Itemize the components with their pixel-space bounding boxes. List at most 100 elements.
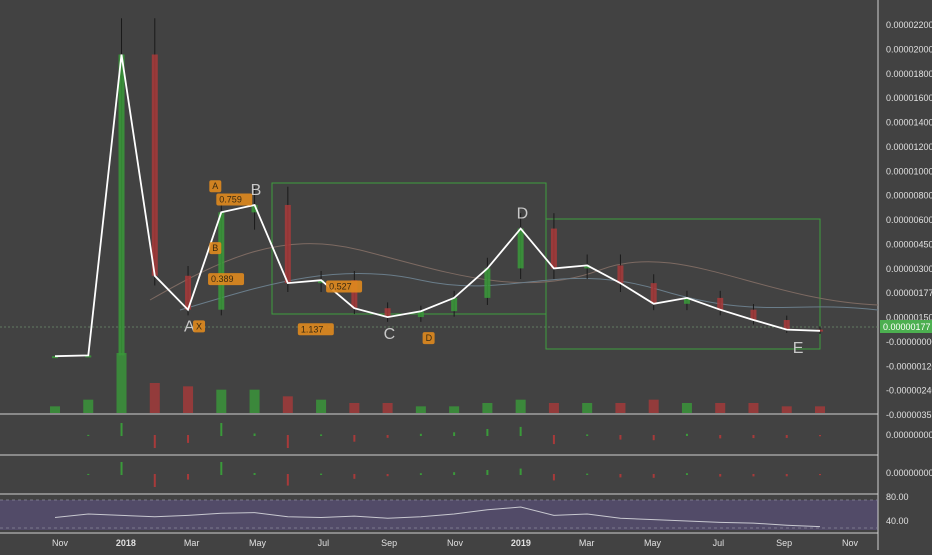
candle-body [417,311,424,318]
volume-bar [648,399,659,413]
candle-body [484,268,491,298]
macd-bar [652,435,655,441]
candle-body [218,212,225,310]
price-axis-label: 0.00000150 [886,313,932,323]
price-axis-label: 0.00000800 [886,191,932,201]
time-axis-label: Nov [52,538,69,548]
macd-bar [286,435,289,448]
candle-body [550,228,557,269]
volume-bar [83,399,94,413]
volume-bar [183,386,194,413]
macd-bar [453,432,456,436]
signal-bar [320,473,323,475]
volume-bar [449,406,460,413]
fib-tag [209,180,222,193]
time-axis-label: Nov [447,538,464,548]
time-axis-label: Mar [579,538,595,548]
fib-tag [216,193,253,206]
candle-body [650,283,657,304]
signal-bar [552,474,555,481]
macd-bar [353,435,356,442]
volume-bar [615,403,626,413]
volume-bar [316,399,327,413]
candle-body [750,309,757,321]
price-line [54,54,821,358]
volume-bar [815,406,825,413]
volume-bar [681,403,692,413]
signal-bar [586,473,589,475]
fib-tag [297,323,334,336]
fib-tag-text: 0.389 [211,274,234,284]
fib-tag [193,320,206,333]
candle-body [451,297,458,312]
fib-tag-text: A [212,181,218,191]
price-axis-label: 0.00000300 [886,264,932,274]
price-axis-label: 0.00001800 [886,69,932,79]
price-axis-label: 0.00001200 [886,142,932,152]
fib-tag [326,280,363,293]
price-axis-label: 0.00001600 [886,93,932,103]
macd-bar [519,426,522,436]
signal-bar [253,473,256,475]
time-axis-label: 2019 [511,538,531,548]
candle-body [584,265,591,269]
price-axis-label: -0.00000240 [886,386,932,396]
macd-bar [320,434,323,436]
time-axis-label: Mar [184,538,200,548]
time-axis-label: May [249,538,267,548]
candle-body [52,356,58,359]
time-axis-label: Nov [842,538,859,548]
volume-bar [515,399,526,413]
volume-bar [249,389,260,413]
macd-bar [153,435,156,448]
fib-tag-text: 1.137 [301,324,324,334]
time-axis-label: May [644,538,662,548]
macd-bar [819,435,821,437]
volume-bar [50,406,60,413]
time-axis-label: Sep [776,538,792,548]
macd-bar [752,435,755,439]
time-axis-label: 2018 [116,538,136,548]
macd-bar [220,423,223,436]
rsi-line [54,506,821,528]
fib-tag-text: X [196,321,202,331]
pattern-point-e: E [793,340,804,357]
signal-bar [752,474,755,477]
macd-bar [253,433,256,436]
volume-bar [415,406,426,413]
volume-bar [748,403,759,413]
signal-bar [353,474,356,479]
time-axis-label: Sep [381,538,397,548]
price-axis-label: 0.00002000 [886,44,932,54]
macd-bar [719,435,722,439]
fib-tag [209,242,222,255]
signal-bar [120,462,123,475]
signal-axis-label: 0.00000000 [886,468,932,478]
rsi-axis-label-40: 40.00 [886,516,909,526]
candle-body [284,204,291,284]
volume-bar [482,403,493,413]
candle-body [185,275,192,310]
rsi-axis-label-80: 80.00 [886,492,909,502]
fib-tag-text: 0.759 [219,194,242,204]
price-axis-label: 0.00000450 [886,239,932,249]
signal-bar [286,474,289,486]
price-axis-label: -0.00000355 [886,410,932,420]
volume-bar [382,403,393,413]
signal-bar [187,474,190,480]
candle-body [118,54,125,356]
current-price-text: 0.00000177 [883,322,931,332]
macd-bar [87,434,90,436]
signal-bar [419,473,422,475]
macd-bar [552,435,555,445]
candle-body [351,280,358,309]
candle-body [783,320,790,330]
price-axis-label: 0.00000600 [886,215,932,225]
price-axis-label: -0.00000000 [886,337,932,347]
pattern-box-2019 [545,218,821,350]
volume-bar [715,403,726,413]
signal-bar [220,462,223,475]
macd-bar [419,433,422,436]
